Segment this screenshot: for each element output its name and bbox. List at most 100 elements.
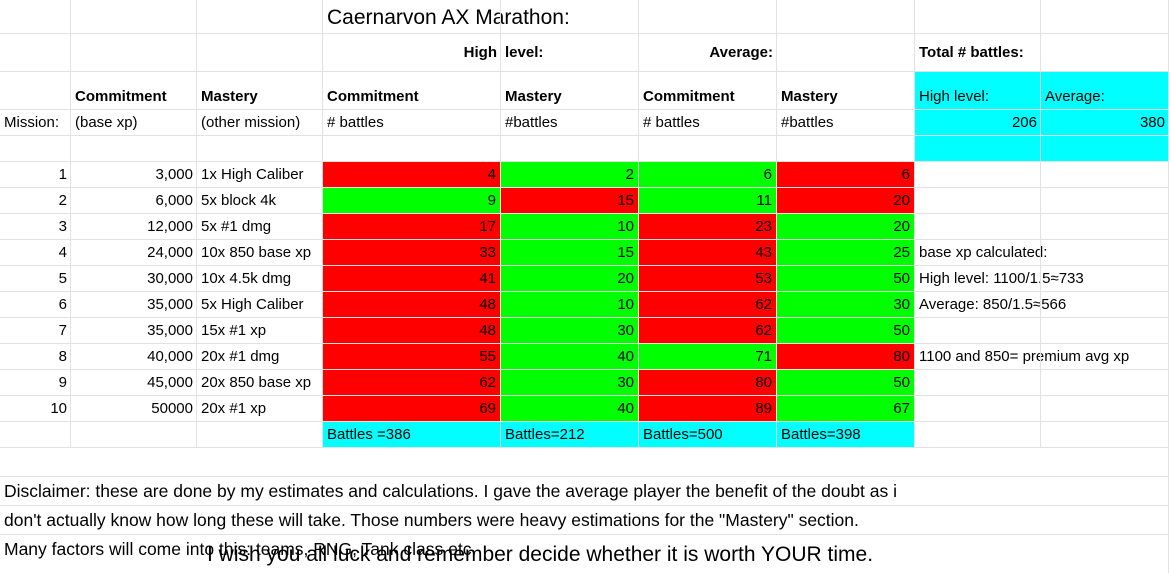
battle-count-cell[interactable]: 50 (777, 266, 915, 292)
col-other-mission[interactable]: (other mission) (201, 114, 301, 131)
mission-number[interactable]: 9 (58, 374, 67, 391)
battle-count-cell[interactable]: 80 (639, 370, 777, 396)
base-xp-value[interactable]: 50000 (151, 400, 193, 417)
battles-total-cell[interactable]: Battles=398 (777, 422, 915, 448)
battle-count-cell[interactable]: 30 (501, 318, 639, 344)
battle-count-cell[interactable]: 20 (777, 188, 915, 214)
col-high-commit-battles[interactable]: # battles (327, 114, 384, 131)
battle-count-cell[interactable]: 41 (323, 266, 501, 292)
mission-number[interactable]: 8 (58, 348, 67, 365)
col-base-xp[interactable]: (base xp) (75, 114, 138, 131)
battle-count-cell[interactable]: 2 (501, 162, 639, 188)
battle-count-cell[interactable]: 62 (639, 318, 777, 344)
total-average-label[interactable]: Average: (1045, 88, 1105, 105)
mastery-task[interactable]: 5x #1 dmg (201, 218, 272, 235)
col-commitment[interactable]: Commitment (75, 88, 167, 105)
battles-total-cell[interactable]: Battles=500 (639, 422, 777, 448)
base-xp-value[interactable]: 24,000 (147, 244, 193, 261)
battle-count-cell[interactable]: 40 (501, 344, 639, 370)
battle-count-cell[interactable]: 48 (323, 292, 501, 318)
mastery-task[interactable]: 15x #1 xp (201, 322, 267, 339)
mastery-task[interactable]: 20x 850 base xp (201, 374, 312, 391)
header-average[interactable]: Average: (709, 44, 773, 61)
mastery-task[interactable]: 5x High Caliber (201, 296, 304, 313)
battle-count-cell[interactable]: 43 (639, 240, 777, 266)
battle-count-cell[interactable]: 48 (323, 318, 501, 344)
mission-number[interactable]: 4 (58, 244, 67, 261)
battle-count-cell[interactable]: 11 (639, 188, 777, 214)
battle-count-cell[interactable]: 30 (777, 292, 915, 318)
mission-number[interactable]: 2 (58, 192, 67, 209)
battle-count-cell[interactable]: 15 (501, 188, 639, 214)
battle-count-cell[interactable]: 71 (639, 344, 777, 370)
col-avg-mastery-battles[interactable]: #battles (781, 114, 834, 131)
battle-count-cell[interactable]: 69 (323, 396, 501, 422)
battle-count-cell[interactable]: 23 (639, 214, 777, 240)
battle-count-cell[interactable]: 30 (501, 370, 639, 396)
mastery-task[interactable]: 20x #1 dmg (201, 348, 280, 365)
calc-note[interactable]: High level: 1100/1.5≈733 (919, 270, 1084, 287)
disclaimer-line[interactable]: don't actually know how long these will … (4, 510, 859, 530)
battle-count-cell[interactable]: 53 (639, 266, 777, 292)
battle-count-cell[interactable]: 80 (777, 344, 915, 370)
mastery-task[interactable]: 10x 4.5k dmg (201, 270, 292, 287)
calc-note[interactable]: 1100 and 850= premium avg xp (919, 348, 1130, 365)
col-high-mastery-battles[interactable]: #battles (505, 114, 558, 131)
battle-count-cell[interactable]: 50 (777, 318, 915, 344)
battle-count-cell[interactable]: 40 (501, 396, 639, 422)
battle-count-cell[interactable]: 10 (501, 214, 639, 240)
battle-count-cell[interactable]: 15 (501, 240, 639, 266)
total-average-value[interactable]: 380 (1139, 114, 1165, 131)
header-high[interactable]: High (463, 44, 497, 61)
base-xp-value[interactable]: 35,000 (147, 322, 193, 339)
battle-count-cell[interactable]: 67 (777, 396, 915, 422)
mastery-task[interactable]: 20x #1 xp (201, 400, 267, 417)
battles-total-cell[interactable]: Battles =386 (323, 422, 501, 448)
battle-count-cell[interactable]: 10 (501, 292, 639, 318)
col-high-mastery[interactable]: Mastery (505, 88, 562, 105)
header-total-battles[interactable]: Total # battles: (919, 44, 1024, 61)
mastery-task[interactable]: 5x block 4k (201, 192, 277, 209)
col-avg-commitment[interactable]: Commitment (643, 88, 735, 105)
total-high-level-value[interactable]: 206 (1011, 114, 1037, 131)
header-level[interactable]: level: (505, 44, 544, 61)
sheet-title[interactable]: Caernarvon AX Marathon: (327, 6, 570, 29)
battle-count-cell[interactable]: 62 (639, 292, 777, 318)
mission-number[interactable]: 6 (58, 296, 67, 313)
base-xp-value[interactable]: 40,000 (147, 348, 193, 365)
battle-count-cell[interactable]: 33 (323, 240, 501, 266)
col-mastery[interactable]: Mastery (201, 88, 258, 105)
disclaimer-line[interactable]: Many factors will come into this: teams,… (4, 539, 477, 559)
base-xp-value[interactable]: 30,000 (147, 270, 193, 287)
disclaimer-line[interactable]: Disclaimer: these are done by my estimat… (4, 481, 898, 501)
total-high-level-label[interactable]: High level: (919, 88, 990, 105)
battle-count-cell[interactable]: 62 (323, 370, 501, 396)
base-xp-value[interactable]: 45,000 (147, 374, 193, 391)
calc-note[interactable]: Average: 850/1.5≈566 (919, 296, 1067, 313)
mission-number[interactable]: 3 (58, 218, 67, 235)
mission-number[interactable]: 1 (58, 166, 67, 183)
battle-count-cell[interactable]: 25 (777, 240, 915, 266)
battle-count-cell[interactable]: 20 (777, 214, 915, 240)
col-avg-commit-battles[interactable]: # battles (643, 114, 700, 131)
battle-count-cell[interactable]: 6 (777, 162, 915, 188)
battle-count-cell[interactable]: 6 (639, 162, 777, 188)
battle-count-cell[interactable]: 9 (323, 188, 501, 214)
mission-number[interactable]: 7 (58, 322, 67, 339)
calc-note[interactable]: base xp calculated: (919, 244, 1048, 261)
base-xp-value[interactable]: 35,000 (147, 296, 193, 313)
col-high-commitment[interactable]: Commitment (327, 88, 419, 105)
battles-total-cell[interactable]: Battles=212 (501, 422, 639, 448)
battle-count-cell[interactable]: 89 (639, 396, 777, 422)
mission-number[interactable]: 10 (50, 400, 67, 417)
col-avg-mastery[interactable]: Mastery (781, 88, 838, 105)
mastery-task[interactable]: 10x 850 base xp (201, 244, 312, 261)
mission-number[interactable]: 5 (58, 270, 67, 287)
battle-count-cell[interactable]: 4 (323, 162, 501, 188)
battle-count-cell[interactable]: 20 (501, 266, 639, 292)
base-xp-value[interactable]: 3,000 (155, 166, 193, 183)
battle-count-cell[interactable]: 50 (777, 370, 915, 396)
base-xp-value[interactable]: 12,000 (147, 218, 193, 235)
mastery-task[interactable]: 1x High Caliber (201, 166, 304, 183)
closing-message[interactable]: I wish you all luck and remember decide … (207, 543, 874, 566)
